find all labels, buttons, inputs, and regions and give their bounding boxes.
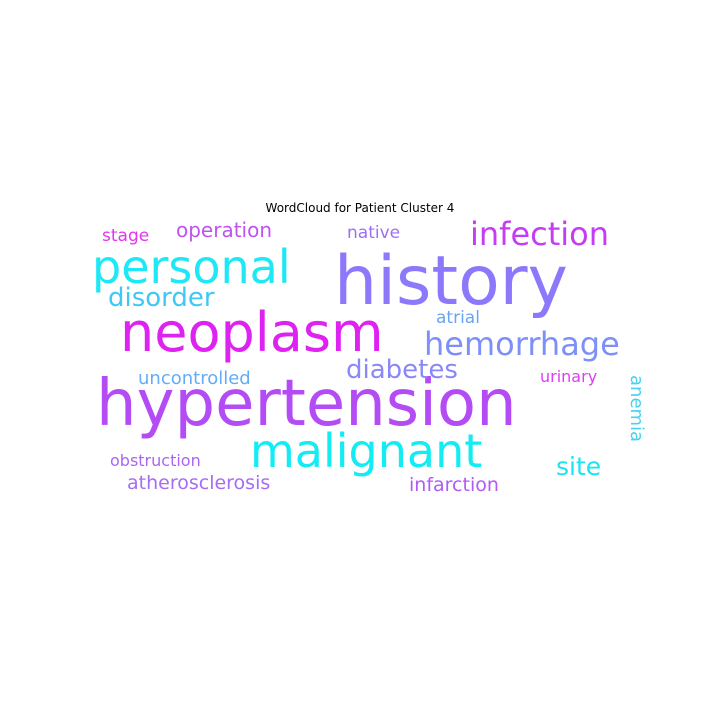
word-stage: stage xyxy=(102,226,150,246)
word-native: native xyxy=(347,223,401,243)
word-urinary: urinary xyxy=(540,367,598,386)
word-hemorrhage: hemorrhage xyxy=(424,325,620,363)
word-history: history xyxy=(334,242,568,321)
word-neoplasm: neoplasm xyxy=(120,301,384,364)
word-infarction: infarction xyxy=(409,474,499,496)
word-disorder: disorder xyxy=(108,283,215,313)
word-diabetes: diabetes xyxy=(346,355,458,385)
word-infection: infection xyxy=(470,215,610,253)
word-atrial: atrial xyxy=(436,308,480,328)
word-operation: operation xyxy=(176,218,273,242)
word-obstruction: obstruction xyxy=(110,451,201,470)
word-site: site xyxy=(556,452,602,481)
word-atherosclerosis: atherosclerosis xyxy=(127,472,271,494)
word-personal: personal xyxy=(92,240,291,294)
word-uncontrolled: uncontrolled xyxy=(138,368,251,389)
word-hypertension: hypertension xyxy=(96,367,517,441)
wordcloud-title: WordCloud for Patient Cluster 4 xyxy=(265,201,455,215)
word-anemia: anemia xyxy=(626,375,647,443)
word-malignant: malignant xyxy=(250,424,483,478)
